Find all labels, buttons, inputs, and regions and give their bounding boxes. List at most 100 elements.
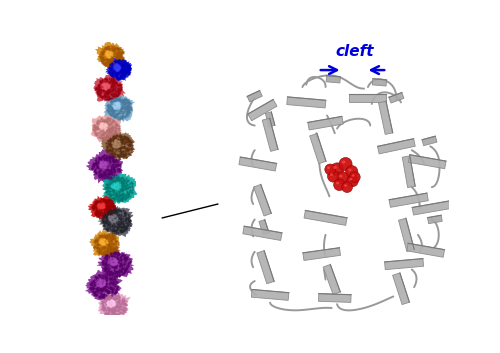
Point <box>100 218 108 223</box>
Point <box>110 113 118 118</box>
Point <box>116 96 124 102</box>
Point <box>107 295 115 301</box>
Point <box>102 234 110 239</box>
Point <box>88 166 96 171</box>
Point <box>116 162 124 168</box>
Point <box>98 60 106 66</box>
Point <box>98 54 106 60</box>
Point <box>112 100 120 106</box>
Point <box>116 272 124 277</box>
Point <box>111 258 119 264</box>
Point <box>117 50 125 55</box>
Point <box>106 218 114 223</box>
Point <box>100 267 108 273</box>
Point <box>112 307 120 313</box>
Point <box>114 110 122 116</box>
Point <box>102 280 110 286</box>
Point <box>98 85 106 91</box>
Point <box>112 142 120 147</box>
Point <box>118 115 126 120</box>
Point <box>95 205 103 211</box>
Point <box>108 261 116 266</box>
Point <box>116 296 124 301</box>
Point <box>104 220 112 226</box>
Point <box>111 307 119 313</box>
Point <box>103 79 111 85</box>
Point <box>125 137 133 143</box>
Point <box>121 96 129 102</box>
Point <box>110 140 118 146</box>
Point <box>108 191 116 197</box>
Point <box>106 140 114 145</box>
Point <box>122 299 130 304</box>
Point <box>107 139 115 145</box>
Point <box>98 247 106 253</box>
Point <box>98 153 106 159</box>
Point <box>111 71 119 77</box>
Point <box>109 183 117 189</box>
Point <box>113 226 121 232</box>
Point <box>103 88 111 94</box>
Point <box>93 208 101 213</box>
Point <box>104 139 112 144</box>
Point <box>110 159 118 164</box>
Point <box>114 197 122 202</box>
Point <box>114 166 122 172</box>
Point <box>94 249 102 254</box>
Point <box>104 85 112 90</box>
Point <box>106 299 114 305</box>
Point <box>101 118 109 123</box>
Point <box>116 54 124 59</box>
Point <box>104 91 112 96</box>
Point <box>97 131 105 137</box>
Point <box>109 235 117 241</box>
Point <box>100 119 108 125</box>
Point <box>115 100 123 106</box>
Point <box>98 171 106 177</box>
Point <box>112 100 120 106</box>
Point <box>112 257 120 263</box>
Point <box>124 62 132 68</box>
Point <box>106 180 114 186</box>
Point <box>112 88 120 94</box>
Point <box>102 82 110 88</box>
Point <box>104 54 112 60</box>
Point <box>98 55 106 60</box>
Point <box>102 197 110 202</box>
Point <box>109 261 117 267</box>
Point <box>96 250 104 255</box>
Point <box>106 190 114 196</box>
Point <box>100 80 108 86</box>
Point <box>105 240 113 246</box>
Point <box>113 52 121 57</box>
Point <box>108 231 116 237</box>
Point <box>126 185 134 190</box>
Point <box>112 213 120 219</box>
Point <box>94 201 102 207</box>
Point <box>88 205 96 211</box>
Point <box>124 140 132 145</box>
Point <box>90 162 98 168</box>
Point <box>97 280 105 286</box>
Point <box>106 234 114 239</box>
Point <box>90 244 98 250</box>
Point <box>106 67 114 72</box>
Point <box>108 151 116 157</box>
Point <box>118 175 126 181</box>
Point <box>104 239 112 245</box>
Point <box>114 138 122 144</box>
Point <box>114 194 122 200</box>
Point <box>104 82 112 88</box>
Point <box>109 213 117 219</box>
Point <box>121 268 129 274</box>
Point <box>116 228 124 234</box>
Point <box>108 70 116 76</box>
Point <box>104 252 112 257</box>
Point <box>106 169 114 175</box>
Point <box>108 215 116 221</box>
Point <box>96 78 104 84</box>
Point <box>104 258 112 263</box>
Point <box>115 182 123 188</box>
Point <box>109 301 117 307</box>
Point <box>115 195 123 201</box>
